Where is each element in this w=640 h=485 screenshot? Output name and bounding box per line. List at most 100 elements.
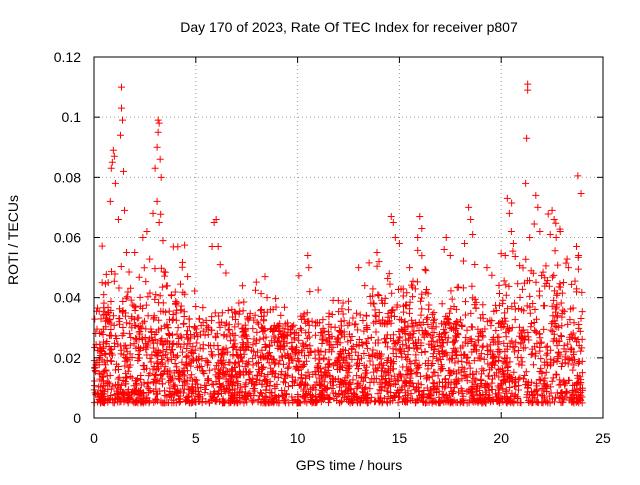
data-point: [574, 265, 582, 273]
data-point: [269, 369, 277, 377]
data-point: [493, 397, 501, 405]
data-point: [192, 303, 200, 311]
data-point: [495, 290, 503, 298]
data-point: [134, 350, 142, 358]
data-point: [536, 330, 544, 338]
data-point: [149, 337, 157, 345]
data-point: [306, 342, 314, 350]
data-point: [412, 356, 420, 364]
data-point: [376, 386, 384, 394]
data-point: [439, 365, 447, 373]
data-point: [356, 399, 364, 407]
data-point: [564, 320, 572, 328]
data-point: [561, 356, 569, 364]
data-point: [222, 269, 230, 277]
data-point: [239, 282, 247, 290]
data-point: [224, 326, 232, 334]
data-point: [136, 302, 144, 310]
data-point: [413, 383, 421, 391]
data-point: [279, 324, 287, 332]
data-point: [559, 398, 567, 406]
data-point: [421, 347, 429, 355]
data-point: [436, 378, 444, 386]
data-point: [528, 350, 536, 358]
data-point: [367, 334, 375, 342]
data-point: [394, 337, 402, 345]
data-point: [211, 365, 219, 373]
data-point: [250, 348, 258, 356]
data-point: [381, 320, 389, 328]
data-point: [393, 375, 401, 383]
data-point: [127, 334, 135, 342]
data-point: [368, 375, 376, 383]
data-point: [458, 321, 466, 329]
data-point: [504, 397, 512, 405]
data-point: [542, 343, 550, 351]
data-point: [191, 287, 199, 295]
data-point: [516, 293, 524, 301]
data-point: [126, 350, 134, 358]
data-point: [434, 372, 442, 380]
data-point: [256, 307, 264, 315]
data-point: [419, 318, 427, 326]
data-point: [547, 389, 555, 397]
data-point: [571, 335, 579, 343]
data-point: [374, 390, 382, 398]
data-point: [436, 399, 444, 407]
data-point: [131, 249, 139, 257]
data-point: [146, 354, 154, 362]
data-point: [437, 355, 445, 363]
data-point: [183, 345, 191, 353]
data-point: [363, 369, 371, 377]
data-point: [396, 315, 404, 323]
data-point: [448, 390, 456, 398]
data-point: [536, 227, 544, 235]
data-point: [208, 326, 216, 334]
data-point: [452, 398, 460, 406]
data-point: [218, 346, 226, 354]
data-point: [139, 319, 147, 327]
data-point: [358, 388, 366, 396]
data-point: [536, 376, 544, 384]
data-point: [231, 360, 239, 368]
data-point: [143, 343, 151, 351]
data-point: [268, 368, 276, 376]
data-point: [373, 262, 381, 270]
data-point: [296, 380, 304, 388]
data-point: [362, 311, 370, 319]
data-point: [354, 352, 362, 360]
data-point: [216, 383, 224, 391]
data-point: [384, 313, 392, 321]
data-point: [567, 331, 575, 339]
data-point: [169, 315, 177, 323]
data-point: [392, 353, 400, 361]
data-point: [353, 372, 361, 380]
data-point: [568, 280, 576, 288]
data-point: [188, 348, 196, 356]
data-point: [384, 274, 392, 282]
data-point: [415, 361, 423, 369]
data-point: [508, 324, 516, 332]
data-point: [311, 368, 319, 376]
data-point: [155, 299, 163, 307]
data-point: [351, 390, 359, 398]
data-point: [140, 317, 148, 325]
x-tick-label: 0: [90, 430, 98, 446]
data-point: [499, 385, 507, 393]
data-point: [305, 264, 313, 272]
data-point: [181, 372, 189, 380]
data-point: [532, 191, 540, 199]
data-point: [345, 380, 353, 388]
data-point: [262, 376, 270, 384]
data-point: [232, 309, 240, 317]
data-point: [237, 354, 245, 362]
data-point: [362, 339, 370, 347]
data-point: [289, 346, 297, 354]
data-point: [488, 271, 496, 279]
data-point: [188, 371, 196, 379]
data-point: [329, 389, 337, 397]
data-point: [547, 346, 555, 354]
data-point: [295, 331, 303, 339]
data-point: [262, 333, 270, 341]
data-point: [177, 343, 185, 351]
